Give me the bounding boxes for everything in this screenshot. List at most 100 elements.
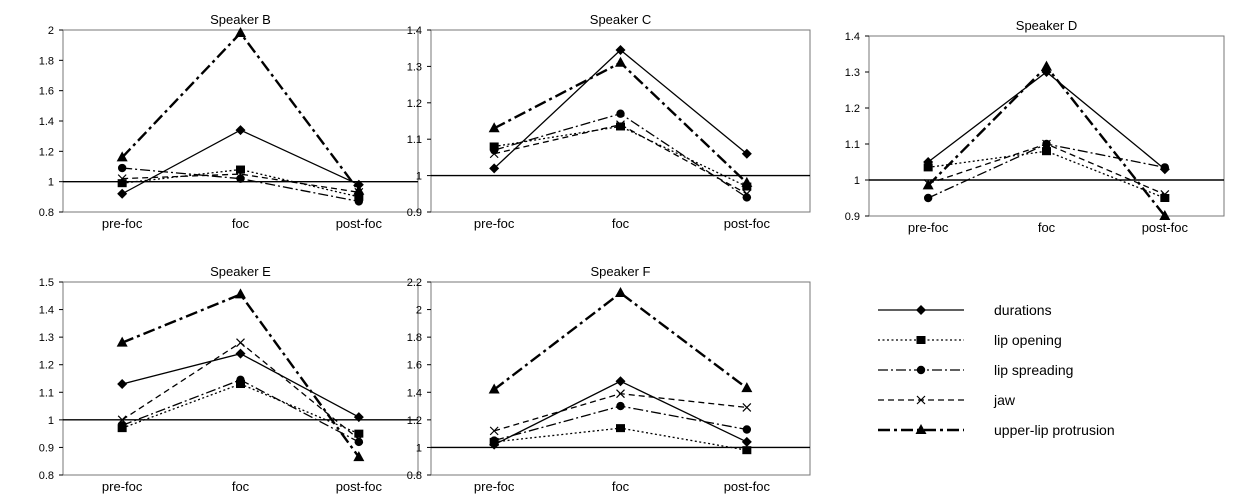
data-point: [117, 188, 128, 199]
data-point: [615, 45, 626, 56]
series-durations: [489, 376, 752, 450]
y-tick-label: 1.2: [845, 103, 860, 115]
y-tick-label: 1.6: [39, 86, 54, 98]
data-point: [117, 421, 127, 430]
y-tick-label: 2.2: [407, 277, 422, 289]
x-tick-label: post-foc: [1142, 220, 1189, 235]
legend-item-jaw: jaw: [878, 392, 1016, 408]
data-point: [117, 379, 128, 390]
data-point: [117, 415, 127, 425]
plot-frame: [868, 35, 1225, 217]
series-jaw: [117, 338, 364, 444]
y-tick-label: 1: [854, 175, 860, 187]
legend-marker: [915, 424, 927, 434]
legend-item-durations: durations: [878, 302, 1052, 318]
chart-panel: Speaker E 0.8 0.9 1 1.1 1.2 1.3 1.4 1.5 pre-foc fo…: [39, 264, 419, 494]
series-durations: [117, 348, 364, 423]
data-point: [236, 338, 245, 348]
data-point: [236, 375, 245, 385]
y-tick-label: 1.4: [407, 387, 422, 399]
series-upper_lip: [116, 27, 365, 195]
legend-label: durations: [994, 302, 1052, 318]
y-tick-label: 1.4: [845, 31, 860, 43]
data-point: [741, 436, 752, 447]
data-point: [616, 120, 625, 130]
data-point: [354, 429, 364, 438]
series-jaw: [489, 389, 752, 436]
y-tick-label: 1.8: [407, 332, 422, 344]
data-point: [1042, 139, 1051, 149]
data-point: [488, 383, 500, 394]
data-point: [741, 382, 753, 393]
y-tick-label: 1: [48, 177, 54, 189]
series-lip_opening: [923, 147, 1170, 202]
x-tick-label: post-foc: [336, 216, 383, 231]
series-line: [493, 49, 748, 169]
y-tick-label: 1.6: [407, 360, 422, 372]
data-point: [616, 401, 625, 411]
series-upper_lip: [488, 287, 753, 394]
data-point: [616, 122, 625, 131]
plot-frame: [62, 281, 419, 476]
data-point: [353, 184, 365, 195]
series-line: [121, 292, 360, 458]
data-point: [742, 446, 752, 455]
series-line: [121, 379, 360, 443]
y-tick-label: 0.8: [39, 207, 54, 219]
chart-panel: Speaker B 0.8 1 1.2 1.4 1.6 1.8 2 pre-foc foc post…: [39, 12, 419, 231]
x-tick-label: pre-foc: [102, 479, 143, 494]
data-point: [236, 169, 245, 179]
data-point: [354, 434, 364, 444]
x-tick-label: foc: [1038, 220, 1056, 235]
legend: durations lip opening lip spreading jaw uppe…: [878, 302, 1115, 438]
y-tick-label: 0.9: [39, 442, 54, 454]
data-point: [616, 424, 625, 433]
data-point: [615, 56, 626, 67]
data-point: [354, 437, 364, 447]
y-tick-label: 1.4: [39, 116, 54, 128]
data-point: [923, 193, 933, 203]
series-upper_lip: [116, 288, 365, 462]
legend-label: lip opening: [994, 332, 1062, 348]
chart-panel: Speaker C 0.9 1 1.1 1.2 1.3 1.4 pre-foc foc post-…: [407, 12, 811, 231]
series-lip_opening: [117, 165, 364, 201]
y-tick-label: 1: [416, 171, 422, 183]
chart-panels: Speaker B 0.8 1 1.2 1.4 1.6 1.8 2 pre-foc foc post…: [39, 12, 1225, 494]
x-tick-label: pre-foc: [908, 220, 949, 235]
x-tick-label: foc: [612, 479, 630, 494]
data-point: [616, 389, 625, 399]
legend-marker: [916, 305, 926, 315]
y-tick-label: 1: [48, 415, 54, 427]
data-point: [1041, 60, 1052, 71]
series-lip_opening: [117, 380, 364, 438]
data-point: [488, 122, 500, 133]
data-point: [616, 109, 625, 118]
series-durations: [489, 45, 752, 174]
plot-frame: [430, 29, 811, 213]
x-tick-label: foc: [232, 216, 250, 231]
chart-title: Speaker D: [1016, 18, 1077, 33]
data-point: [923, 163, 933, 172]
data-point: [1160, 194, 1170, 202]
y-tick-label: 1.3: [407, 61, 422, 73]
series-lip_spreading: [117, 375, 364, 447]
legend-label: jaw: [993, 392, 1016, 408]
data-point: [489, 436, 499, 445]
y-tick-label: 1.4: [39, 305, 54, 317]
data-point: [116, 336, 128, 347]
legend-item-lip_spreading: lip spreading: [878, 362, 1073, 378]
data-point: [353, 451, 365, 462]
x-tick-label: foc: [612, 216, 630, 231]
series-jaw: [489, 120, 752, 199]
series-line: [493, 291, 748, 391]
y-tick-label: 1.3: [39, 332, 54, 344]
data-point: [235, 348, 246, 359]
x-tick-label: foc: [232, 479, 250, 494]
y-tick-label: 2: [416, 305, 422, 317]
series-upper_lip: [488, 56, 753, 187]
data-point: [489, 426, 499, 436]
chart-title: Speaker C: [590, 12, 651, 27]
data-point: [353, 412, 364, 423]
series-line: [121, 129, 360, 195]
